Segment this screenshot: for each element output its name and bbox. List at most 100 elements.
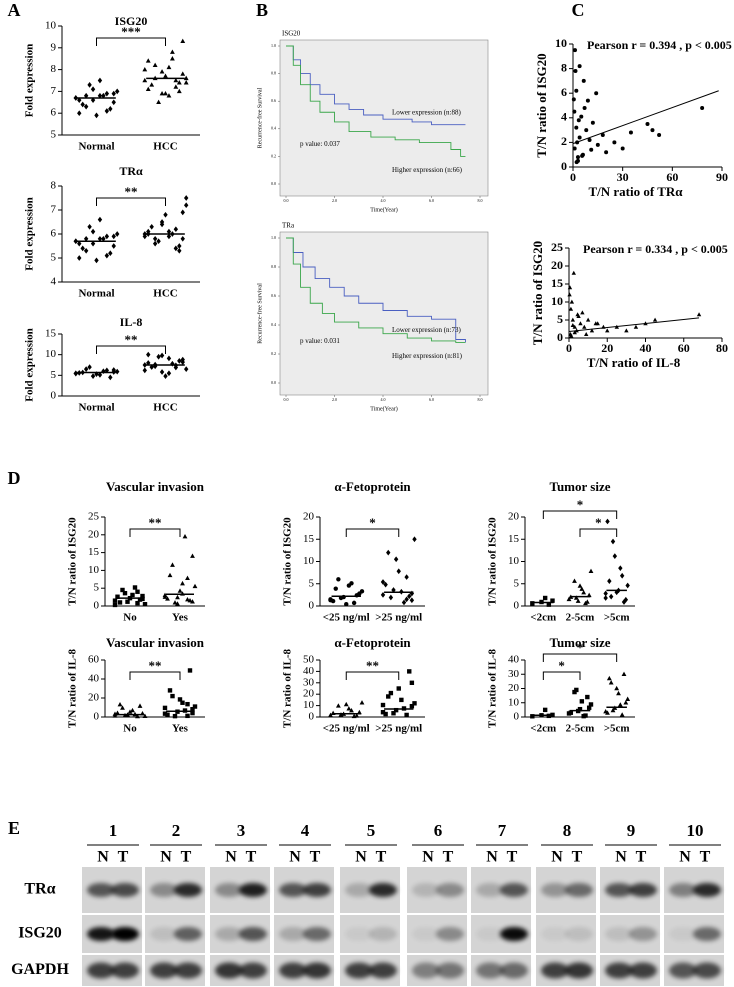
point [585,317,591,322]
point [589,328,595,333]
point [396,686,401,691]
point [101,235,106,242]
point [146,360,151,366]
point [328,712,333,718]
point [97,216,103,223]
band [111,883,139,897]
band [500,883,528,897]
point [182,533,188,539]
point [156,353,161,360]
point [77,255,82,261]
point [542,707,548,713]
significance-bracket [542,671,581,680]
band [605,927,633,941]
y-tick-label: 7 [51,85,57,97]
panel-label: A [8,0,21,20]
band [345,962,373,979]
point [530,601,535,606]
y-tick-label: 6 [51,107,57,119]
point [700,105,705,110]
point [349,581,354,586]
band [239,927,267,941]
significance-label: ** [149,658,162,673]
point [169,49,175,54]
x-axis-label: Time(Year) [370,405,398,412]
point [621,599,627,605]
y-tick-label: 9 [51,41,57,53]
lane-sample: N [551,849,563,866]
chart-title: ISG20 [115,14,148,28]
band [150,883,178,897]
point [618,565,623,572]
point [604,150,609,155]
point [115,88,120,95]
band [150,927,178,941]
point [579,699,585,704]
band [412,927,440,941]
point [359,700,365,705]
point [584,599,590,604]
x-tick-label: <25 ng/ml [323,723,370,735]
point [581,78,586,83]
point [606,675,612,681]
point [104,252,110,259]
point [108,374,113,381]
y-tick-label: 40 [88,673,100,685]
point [159,90,165,96]
point [97,77,103,84]
band [669,883,697,897]
band [239,962,267,979]
point [696,312,702,317]
point [401,599,407,606]
x-axis-label: Time(Year) [370,206,398,213]
band [693,883,721,897]
legend-label: Higher expression (n:66) [392,166,463,174]
significance-bracket [542,510,618,519]
band [369,927,397,941]
y-tick-label: 20 [551,258,563,272]
y-tick-label: 4 [51,276,57,288]
significance-label: *** [121,24,141,39]
band [436,962,464,979]
point [142,362,147,368]
point [566,596,572,602]
y-tick-label: 1.0 [271,235,276,240]
point [180,235,185,242]
point [614,685,620,691]
lane-sample: N [289,849,301,866]
point [167,688,173,693]
y-tick-label: 5 [557,312,563,326]
point [177,358,182,364]
significance-bracket [579,528,618,537]
band [629,927,657,941]
point [142,77,148,83]
y-tick-label: 20 [508,682,520,694]
point [87,364,92,370]
significance-bracket [96,197,166,206]
band [476,927,504,941]
x-tick-label: 30 [617,170,629,184]
x-tick-label: Yes [172,723,189,735]
significance-bracket [345,671,400,680]
point [115,594,120,599]
point [185,713,190,719]
point [187,668,193,673]
y-tick-label: 7 [51,204,57,216]
point [175,594,180,600]
point [104,367,110,374]
point [380,579,386,585]
point [570,323,576,327]
point [582,324,587,329]
x-tick-label: 90 [716,170,728,184]
point [80,101,85,108]
point [111,233,116,240]
y-tick-label: 0.0 [271,380,276,385]
lane-sample: N [160,849,172,866]
chart-title: Tumor size [549,479,610,494]
y-tick-label: 10 [551,294,563,308]
row-label: GAPDH [11,961,69,978]
chart-title: TRa [282,222,295,230]
y-tick-label: 0 [94,600,100,612]
band [669,927,697,941]
x-tick-label: 2-5cm [566,612,595,624]
